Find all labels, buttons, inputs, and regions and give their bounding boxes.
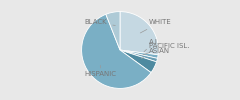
Text: BLACK: BLACK (85, 19, 115, 26)
Text: WHITE: WHITE (140, 19, 172, 33)
Wedge shape (120, 50, 157, 62)
Wedge shape (106, 12, 120, 50)
Text: A.I.: A.I. (144, 39, 160, 52)
Wedge shape (120, 50, 156, 73)
Wedge shape (82, 14, 151, 88)
Text: ASIAN: ASIAN (141, 48, 170, 58)
Wedge shape (120, 12, 158, 55)
Text: PACIFIC ISL.: PACIFIC ISL. (143, 43, 189, 55)
Wedge shape (120, 50, 158, 58)
Text: HISPANIC: HISPANIC (85, 65, 117, 77)
